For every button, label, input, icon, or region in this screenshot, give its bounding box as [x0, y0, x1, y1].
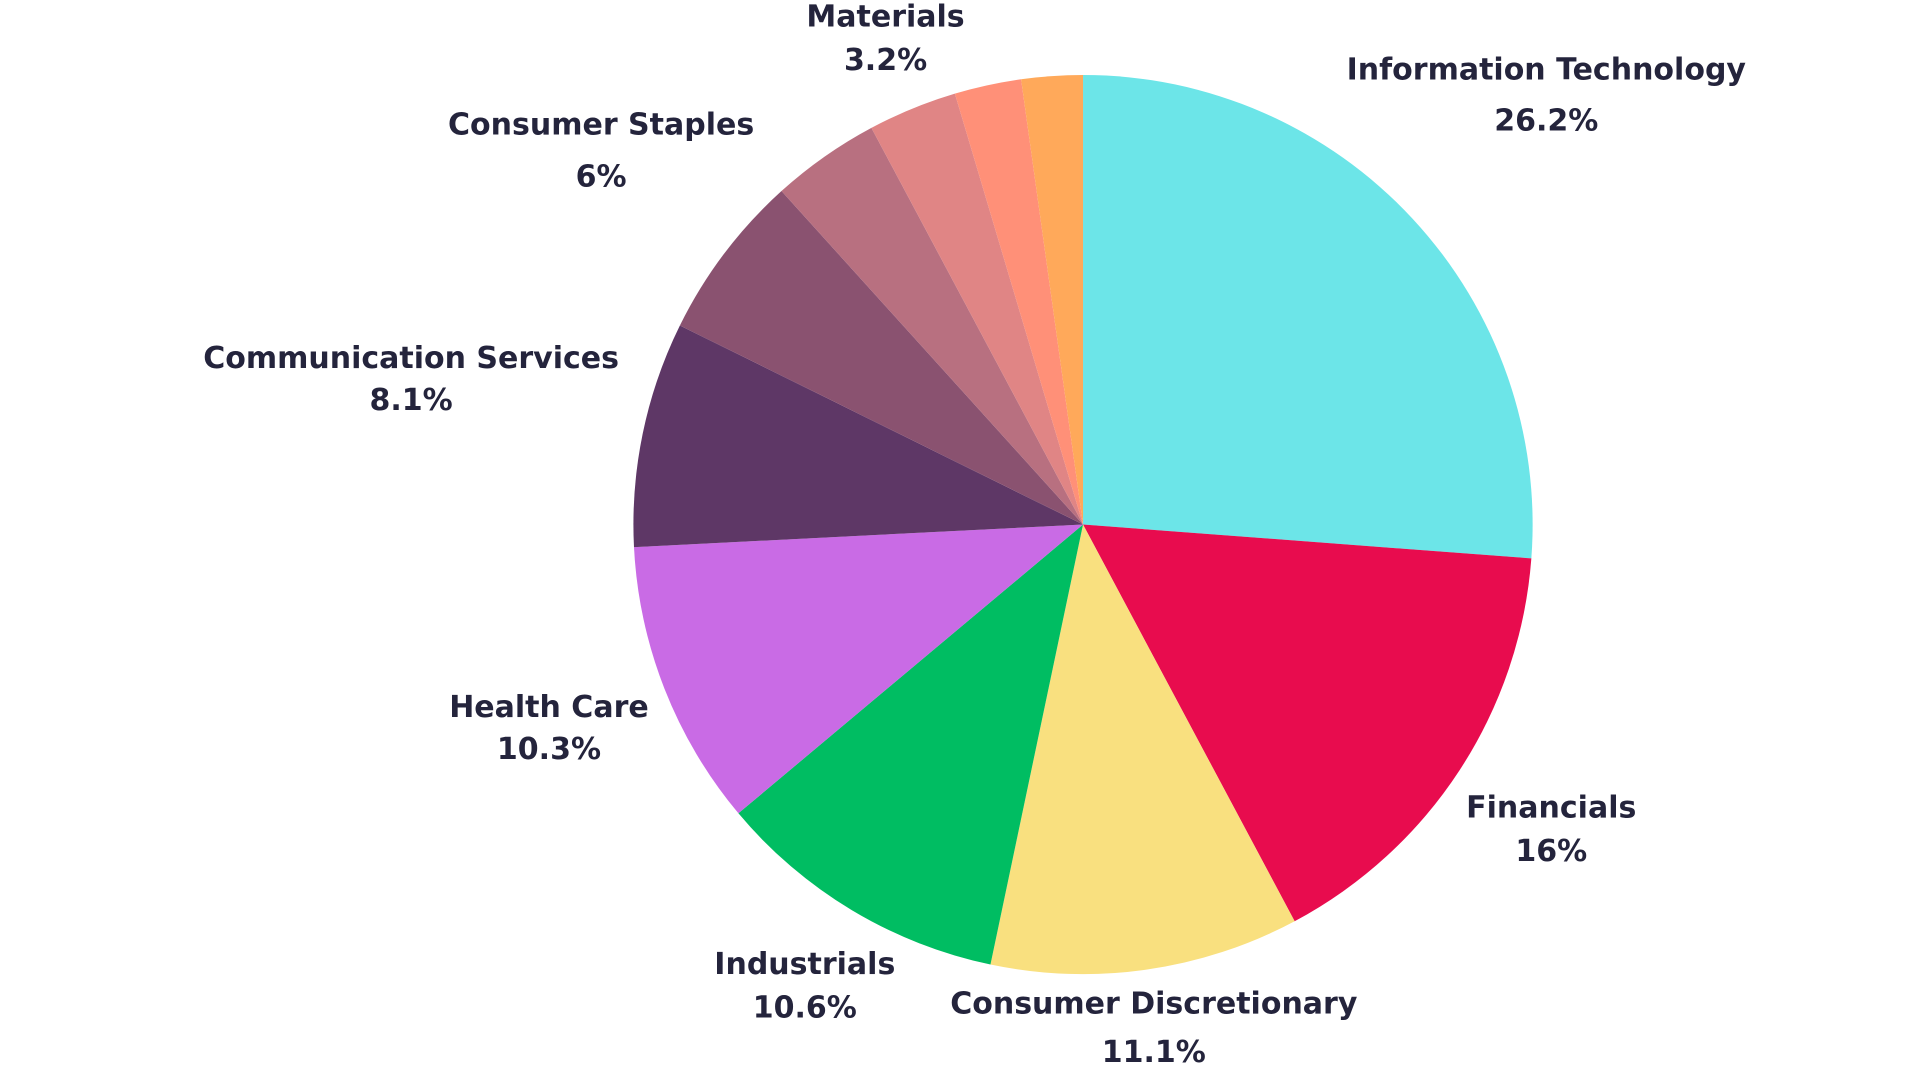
- slice-label: Consumer Discretionary: [950, 987, 1358, 1022]
- pie-slice: [871, 93, 1084, 525]
- slice-value-label: 16%: [1515, 834, 1587, 869]
- pie-slice: [954, 79, 1084, 525]
- slice-value-label: 10.3%: [497, 732, 601, 767]
- slice-value-label: 11.1%: [1102, 1035, 1206, 1070]
- slice-label: Materials: [806, 0, 964, 34]
- slice-label: Communication Services: [203, 341, 619, 376]
- pie-slice: [990, 524, 1295, 975]
- slice-value-label: 6%: [576, 160, 627, 195]
- slice-value-label: 8.1%: [370, 383, 453, 418]
- pie-slice: [633, 325, 1084, 548]
- pie-slice: [633, 524, 1084, 814]
- slice-value-label: 26.2%: [1494, 104, 1598, 139]
- slice-label: Information Technology: [1347, 53, 1747, 88]
- slice-value-label: 3.2%: [844, 43, 927, 78]
- pie-slice: [781, 127, 1084, 525]
- pie-slice: [1021, 74, 1084, 525]
- slice-label: Industrials: [714, 947, 895, 982]
- slice-label: Consumer Staples: [448, 107, 754, 142]
- slice-label: Financials: [1466, 790, 1636, 825]
- pie-slice: [679, 191, 1084, 525]
- slice-label: Health Care: [449, 690, 649, 725]
- pie-slice: [738, 524, 1084, 965]
- pie-slice: [1083, 524, 1532, 922]
- pie-slice: [1083, 74, 1533, 559]
- slice-value-label: 10.6%: [753, 990, 857, 1025]
